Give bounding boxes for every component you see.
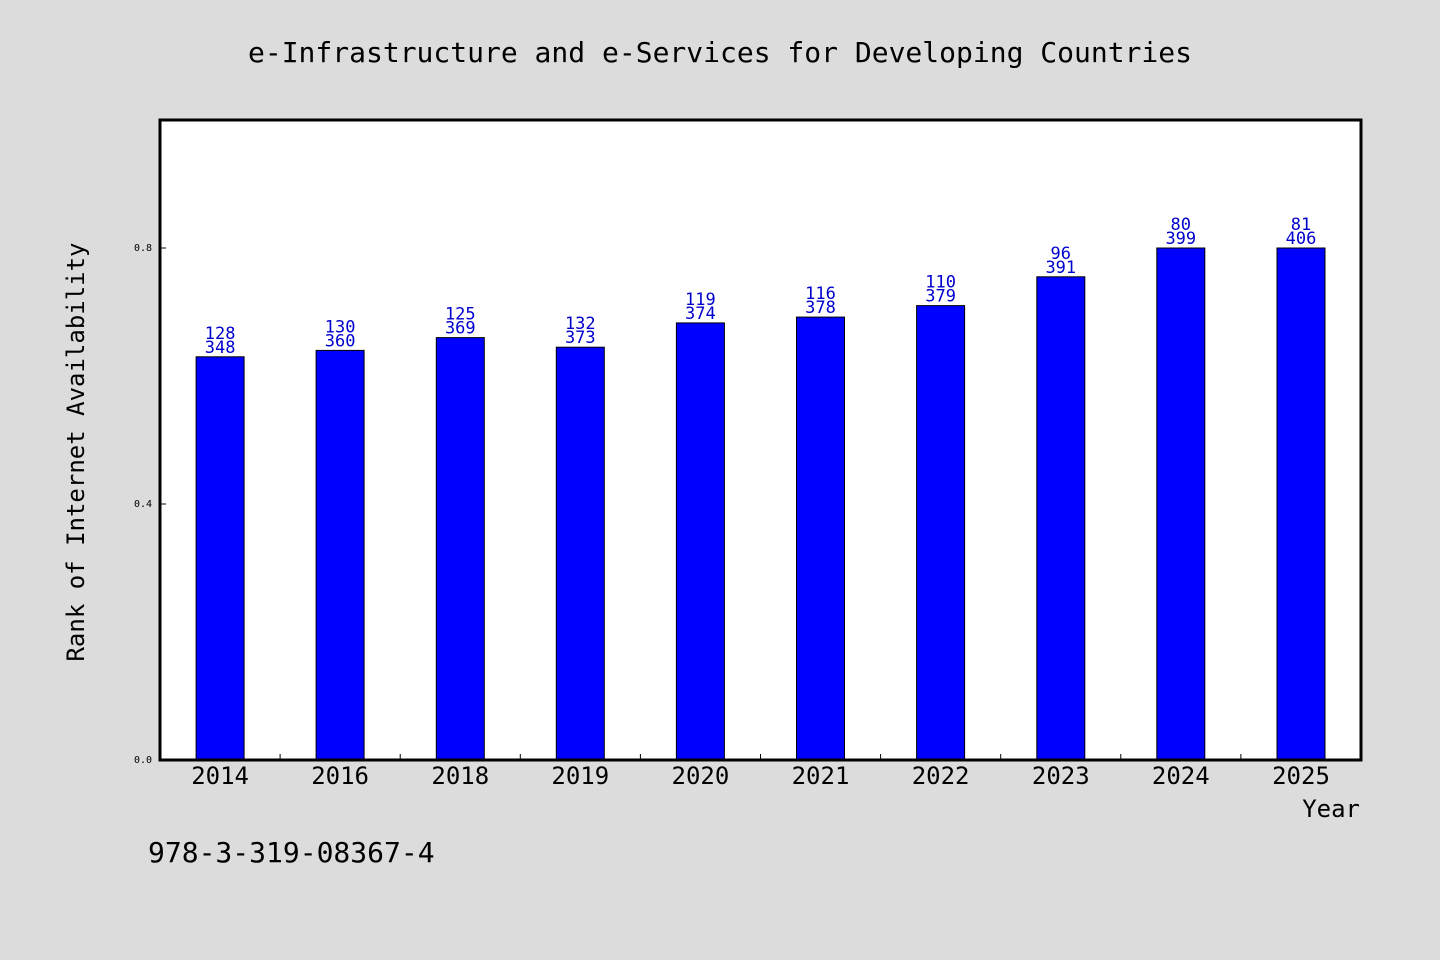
bar-label-bottom-2016: 360 <box>325 331 356 351</box>
bar-label-bottom-2023: 391 <box>1045 258 1076 278</box>
bar-label-bottom-2018: 369 <box>445 319 476 339</box>
x-tick-label-2016: 2016 <box>311 762 369 790</box>
y-tick-label-0.0: 0.0 <box>134 755 152 766</box>
bar-label-top-2019: 132 <box>565 314 596 334</box>
x-tick-label-2014: 2014 <box>191 762 249 790</box>
bars-group <box>195 247 1326 761</box>
y-tick-label-0.8: 0.8 <box>134 243 152 254</box>
bar-label-bottom-2022: 379 <box>925 287 956 307</box>
plot-frame <box>158 118 1363 762</box>
isbn-footer: 978-3-319-08367-4 <box>148 836 435 869</box>
bar-2022 <box>916 305 966 761</box>
bar-label-top-2024: 80 <box>1171 215 1191 235</box>
bar-2019 <box>555 346 605 761</box>
bar-2024 <box>1156 247 1206 761</box>
x-tick-label-2023: 2023 <box>1032 762 1090 790</box>
bar-label-top-2022: 110 <box>925 273 956 293</box>
x-tick-label-2021: 2021 <box>792 762 850 790</box>
bar-label-bottom-2014: 348 <box>205 338 236 358</box>
y-tick-label-0.4: 0.4 <box>134 499 152 510</box>
x-ticks-group: 2014 2016 2018 2019 2020 2021 2022 2023 2024 2025 <box>191 754 1330 790</box>
bar-label-bottom-2019: 373 <box>565 328 596 348</box>
bar-2016 <box>315 349 365 761</box>
x-tick-label-2020: 2020 <box>672 762 730 790</box>
y-axis-label: Rank of Internet Availability <box>62 242 90 661</box>
bar-2021 <box>796 316 845 761</box>
bar-label-bottom-2020: 374 <box>685 304 716 324</box>
bar-label-top-2020: 119 <box>685 290 716 310</box>
bar-label-top-2016: 130 <box>325 317 356 337</box>
bar-2018 <box>435 337 485 761</box>
x-tick-label-2022: 2022 <box>912 762 970 790</box>
x-tick-label-2024: 2024 <box>1152 762 1210 790</box>
bar-2014 <box>195 356 245 761</box>
bar-label-top-2014: 128 <box>205 324 236 344</box>
x-tick-label-2018: 2018 <box>431 762 489 790</box>
x-tick-label-2025: 2025 <box>1272 762 1330 790</box>
bar-label-top-2023: 96 <box>1051 244 1071 264</box>
bar-label-bottom-2024: 399 <box>1165 229 1196 249</box>
bar-label-top-2018: 125 <box>445 305 476 325</box>
bar-label-top-2025: 81 <box>1291 215 1311 235</box>
bar-label-top-2021: 116 <box>805 284 836 304</box>
x-axis-label: Year <box>1302 795 1360 823</box>
bar-2020 <box>675 322 725 761</box>
chart-title: e-Infrastructure and e-Services for Deve… <box>248 36 1192 69</box>
bar-2023 <box>1036 276 1086 761</box>
x-tick-label-2019: 2019 <box>551 762 609 790</box>
bar-label-bottom-2021: 378 <box>805 298 836 318</box>
bar-label-bottom-2025: 406 <box>1286 229 1317 249</box>
bar-2025 <box>1276 247 1326 761</box>
